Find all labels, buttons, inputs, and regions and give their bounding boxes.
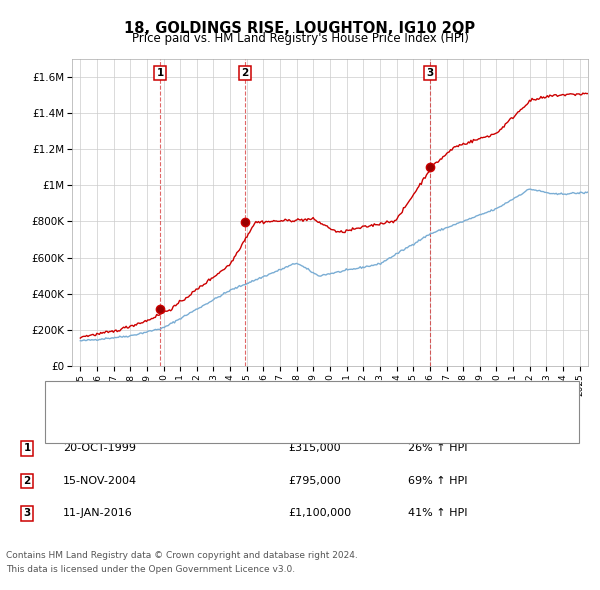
Text: Price paid vs. HM Land Registry's House Price Index (HPI): Price paid vs. HM Land Registry's House … <box>131 32 469 45</box>
Text: 11-JAN-2016: 11-JAN-2016 <box>63 509 133 518</box>
Text: This data is licensed under the Open Government Licence v3.0.: This data is licensed under the Open Gov… <box>6 565 295 574</box>
Text: 18, GOLDINGS RISE, LOUGHTON, IG10 2QP: 18, GOLDINGS RISE, LOUGHTON, IG10 2QP <box>124 21 476 35</box>
Text: 15-NOV-2004: 15-NOV-2004 <box>63 476 137 486</box>
Text: £1,100,000: £1,100,000 <box>288 509 351 518</box>
Text: 41% ↑ HPI: 41% ↑ HPI <box>408 509 467 518</box>
Text: HPI: Average price, detached house, Epping Forest: HPI: Average price, detached house, Eppi… <box>102 422 366 432</box>
Text: 20-OCT-1999: 20-OCT-1999 <box>63 444 136 453</box>
Text: 26% ↑ HPI: 26% ↑ HPI <box>408 444 467 453</box>
Text: Contains HM Land Registry data © Crown copyright and database right 2024.: Contains HM Land Registry data © Crown c… <box>6 550 358 559</box>
Text: 18, GOLDINGS RISE, LOUGHTON, IG10 2QP (detached house): 18, GOLDINGS RISE, LOUGHTON, IG10 2QP (d… <box>102 394 420 404</box>
Text: 2: 2 <box>23 476 31 486</box>
Text: 1: 1 <box>157 68 164 78</box>
Text: 2: 2 <box>241 68 248 78</box>
Text: 1: 1 <box>23 444 31 453</box>
Text: 3: 3 <box>23 509 31 518</box>
Text: 3: 3 <box>427 68 434 78</box>
Text: £795,000: £795,000 <box>288 476 341 486</box>
Text: £315,000: £315,000 <box>288 444 341 453</box>
Text: 69% ↑ HPI: 69% ↑ HPI <box>408 476 467 486</box>
